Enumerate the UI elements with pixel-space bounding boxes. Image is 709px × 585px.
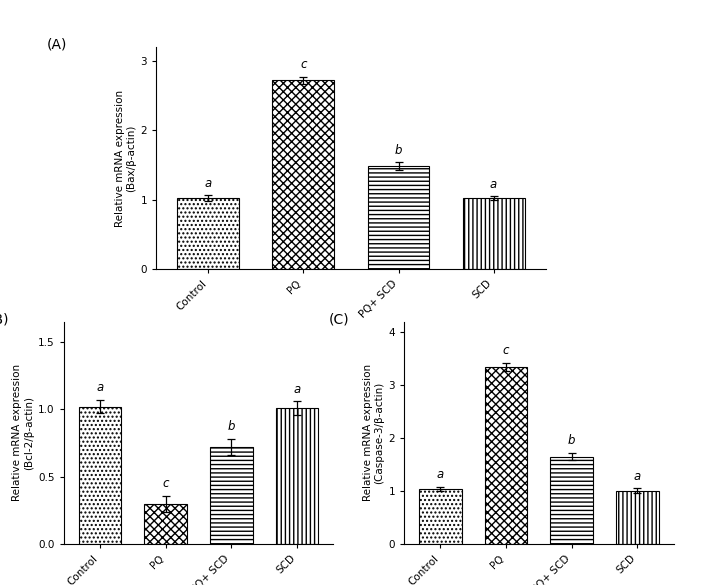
Bar — [616, 491, 659, 544]
Text: a: a — [96, 381, 104, 394]
Y-axis label: Relative mRNA expression
(Bcl-2/β-actin): Relative mRNA expression (Bcl-2/β-actin) — [12, 364, 34, 501]
Text: c: c — [162, 477, 169, 490]
Text: (C): (C) — [329, 313, 350, 327]
Text: a: a — [437, 469, 444, 481]
Bar — [210, 447, 252, 544]
Text: b: b — [228, 421, 235, 433]
Y-axis label: Relative mRNA expression
(Bax/β-actin): Relative mRNA expression (Bax/β-actin) — [115, 90, 136, 226]
Text: b: b — [568, 435, 576, 448]
Bar — [463, 198, 525, 269]
Text: (B): (B) — [0, 313, 9, 327]
Bar — [485, 367, 527, 544]
Bar — [79, 407, 121, 544]
Bar — [367, 166, 430, 269]
Bar — [550, 457, 593, 544]
Bar — [177, 198, 239, 269]
Text: a: a — [490, 178, 497, 191]
Text: a: a — [294, 383, 301, 395]
Text: c: c — [503, 344, 509, 357]
Text: c: c — [300, 58, 307, 71]
Text: a: a — [634, 470, 641, 483]
Bar — [145, 504, 187, 544]
Bar — [419, 489, 462, 544]
Text: a: a — [205, 177, 212, 190]
Y-axis label: Relative mRNA expression
(Caspase-3/β-actin): Relative mRNA expression (Caspase-3/β-ac… — [363, 364, 384, 501]
Text: (A): (A) — [47, 38, 67, 52]
Bar — [272, 80, 335, 269]
Bar — [276, 408, 318, 544]
Text: b: b — [395, 143, 402, 157]
